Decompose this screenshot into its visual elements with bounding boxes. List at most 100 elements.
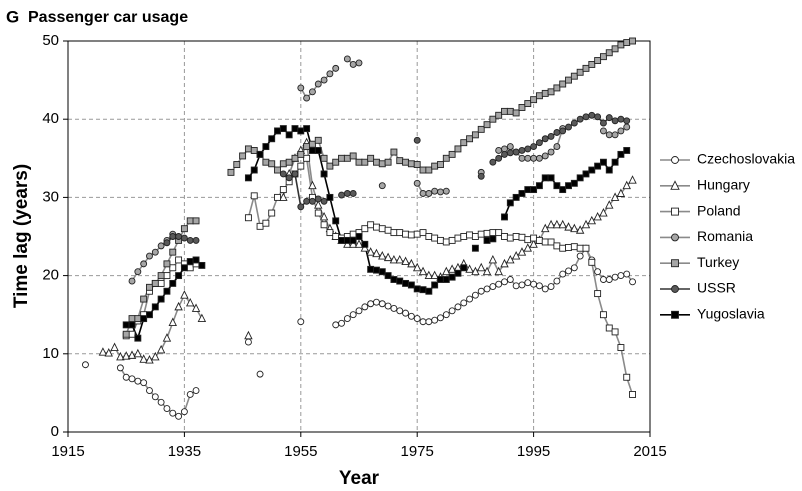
marker <box>471 244 479 252</box>
marker <box>279 192 288 201</box>
marker <box>506 199 514 207</box>
marker <box>133 348 143 358</box>
marker <box>128 375 136 383</box>
marker <box>518 147 526 154</box>
marker <box>192 236 200 244</box>
marker <box>332 64 340 72</box>
marker <box>157 279 165 287</box>
marker <box>530 154 538 162</box>
marker <box>378 251 387 260</box>
y-tick-label: 40 <box>42 110 59 127</box>
marker <box>151 279 159 287</box>
marker <box>122 373 130 381</box>
marker <box>413 230 421 238</box>
marker <box>518 233 526 241</box>
marker <box>477 287 485 295</box>
marker <box>575 225 585 234</box>
marker <box>343 154 351 162</box>
marker <box>291 125 299 133</box>
marker <box>192 256 200 264</box>
marker <box>599 127 607 135</box>
marker <box>466 135 474 143</box>
marker <box>343 55 351 63</box>
marker <box>466 231 474 239</box>
marker <box>197 313 207 323</box>
marker <box>366 247 375 256</box>
marker <box>489 235 497 243</box>
marker <box>617 41 625 49</box>
marker <box>465 264 474 273</box>
marker <box>413 179 421 187</box>
marker <box>605 324 613 332</box>
marker <box>559 127 567 135</box>
marker <box>349 61 357 68</box>
marker <box>268 135 276 143</box>
marker <box>162 333 172 342</box>
marker <box>476 262 486 272</box>
marker <box>180 264 188 272</box>
marker <box>599 276 607 283</box>
marker <box>157 295 165 303</box>
marker <box>559 186 567 194</box>
marker <box>396 307 404 315</box>
marker <box>285 174 293 182</box>
marker <box>482 266 492 276</box>
marker <box>611 273 619 281</box>
marker <box>442 187 450 195</box>
marker <box>611 117 619 125</box>
marker <box>570 243 578 251</box>
marker <box>361 303 369 311</box>
marker <box>495 280 503 288</box>
marker <box>140 315 148 323</box>
marker <box>175 256 183 264</box>
marker <box>535 139 543 147</box>
marker <box>448 236 456 244</box>
marker <box>547 148 555 156</box>
marker <box>565 267 572 275</box>
marker <box>477 172 485 180</box>
marker <box>599 208 608 217</box>
marker <box>518 190 526 197</box>
marker <box>186 217 194 225</box>
marker <box>233 161 241 169</box>
marker <box>512 233 520 240</box>
y-axis-label: Time lag (years) <box>11 164 32 308</box>
marker <box>175 233 183 240</box>
marker <box>407 231 415 239</box>
marker <box>565 123 572 131</box>
marker <box>303 125 311 133</box>
marker <box>145 355 154 364</box>
marker <box>570 72 578 80</box>
marker <box>506 143 514 151</box>
marker <box>629 391 636 398</box>
marker <box>447 264 457 273</box>
marker <box>390 148 398 156</box>
marker <box>559 270 567 278</box>
marker <box>430 270 439 280</box>
marker <box>576 115 584 123</box>
marker <box>605 276 613 283</box>
marker <box>530 280 538 288</box>
marker <box>437 314 444 322</box>
marker <box>227 168 235 176</box>
marker <box>535 154 543 162</box>
marker <box>285 131 293 139</box>
marker <box>378 268 386 276</box>
marker <box>623 39 631 47</box>
marker <box>553 242 561 250</box>
marker <box>535 282 543 290</box>
x-tick-label: 1915 <box>51 443 84 460</box>
marker <box>361 225 369 233</box>
marker <box>425 287 433 295</box>
marker <box>495 147 503 154</box>
marker <box>588 258 596 266</box>
marker <box>250 192 258 200</box>
marker <box>396 229 404 237</box>
marker <box>541 135 549 143</box>
marker <box>501 213 508 221</box>
marker <box>116 351 125 361</box>
marker <box>180 234 188 242</box>
marker <box>594 57 602 64</box>
marker <box>297 203 305 211</box>
marker <box>140 295 148 303</box>
